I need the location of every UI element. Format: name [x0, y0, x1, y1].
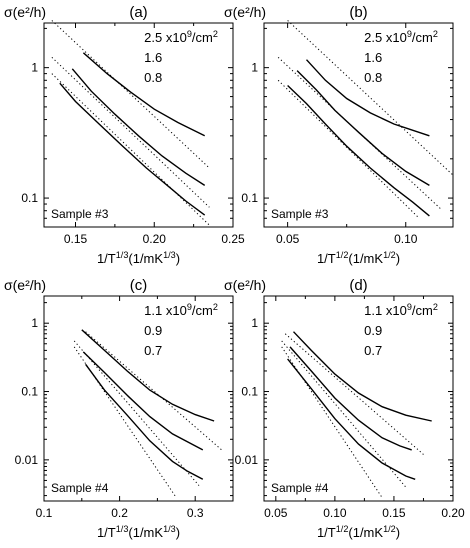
- series-line: [85, 363, 204, 480]
- fit-line: [281, 340, 407, 488]
- fit-line: [277, 79, 418, 218]
- panel-d: 0.05 0.10 0.15 0.20 0.01 0.1 1 σ(e²/h) (d) 1/T1/2…: [224, 277, 465, 540]
- y-tick-label: 1: [251, 316, 258, 330]
- series-line: [296, 70, 430, 187]
- x-axis-label: 1/T1/3(1/mK1/3): [97, 524, 180, 540]
- series-line: [81, 329, 215, 422]
- sample-label: Sample #4: [51, 481, 109, 495]
- panel-label: (d): [349, 277, 367, 294]
- y-tick-label: 0.01: [235, 453, 259, 467]
- x-tick-label: 0.25: [221, 232, 245, 246]
- x-axis-label: 1/T1/2(1/mK1/2): [317, 250, 400, 266]
- y-axis-label: σ(e²/h): [4, 4, 46, 20]
- series-line: [292, 331, 432, 422]
- y-tick-label: 0.01: [15, 453, 39, 467]
- y-tick-label: 0.1: [241, 385, 258, 399]
- legend-entry: 0.8: [144, 70, 162, 85]
- panel-b: 0.05 0.10 0.1 1 σ(e²/h) (b) 1/T1/2(1/mK1/2) 2.5…: [224, 4, 454, 266]
- series-line: [82, 52, 206, 137]
- legend-entry: 1.6: [364, 50, 382, 65]
- sample-label: Sample #4: [271, 481, 329, 495]
- plot-frame: [263, 295, 454, 502]
- panel-a: 0.15 0.20 0.25 0.1 1 σ(e²/h) (a) 1/T1/3(1/mK1/3…: [4, 4, 245, 266]
- panel-label: (a): [129, 4, 147, 21]
- series-line: [287, 84, 430, 217]
- plot-frame: [43, 22, 234, 228]
- x-tick-label: 0.10: [394, 232, 418, 246]
- fit-line: [284, 333, 424, 455]
- x-tick-label: 0.20: [143, 232, 167, 246]
- legend-entry: 1.1 x109/cm2: [364, 302, 438, 318]
- fit-line: [51, 56, 210, 208]
- x-tick-label: 0.05: [264, 506, 288, 520]
- sample-label: Sample #3: [51, 207, 109, 221]
- sample-label: Sample #3: [271, 207, 329, 221]
- legend-entry: 1.6: [144, 50, 162, 65]
- legend-entry: 0.8: [364, 70, 382, 85]
- y-axis-label: σ(e²/h): [224, 277, 266, 293]
- panel-label: (b): [349, 4, 367, 21]
- legend-entry: 0.9: [364, 323, 382, 338]
- fit-line: [51, 73, 210, 226]
- x-axis-label: 1/T1/2(1/mK1/2): [317, 524, 400, 540]
- x-axis-label: 1/T1/3(1/mK1/3): [97, 250, 180, 266]
- series-line: [287, 358, 416, 480]
- y-axis-label: σ(e²/h): [4, 277, 46, 293]
- legend-entry: 2.5 x109/cm2: [144, 29, 218, 45]
- panel-c: 0.1 0.2 0.3 0.01 0.1 1 σ(e²/h) (c) 1/T1/3(1/mK1/…: [4, 277, 234, 540]
- x-tick-label: 0.05: [276, 232, 300, 246]
- x-tick-label: 0.15: [64, 232, 88, 246]
- y-axis-label: σ(e²/h): [224, 4, 266, 20]
- x-tick-label: 0.2: [111, 506, 128, 520]
- fit-line: [73, 340, 200, 486]
- legend-entry: 0.7: [144, 343, 162, 358]
- x-tick-label: 0.15: [382, 506, 406, 520]
- y-tick-label: 0.1: [241, 191, 258, 205]
- legend-entry: 2.5 x109/cm2: [364, 29, 438, 45]
- series-line: [59, 82, 206, 216]
- panel-label: (c): [130, 277, 148, 294]
- plot-frame: [43, 295, 234, 502]
- y-tick-label: 1: [31, 61, 38, 75]
- legend-entry: 0.9: [144, 323, 162, 338]
- series-line: [71, 68, 206, 186]
- legend-entry: 0.7: [364, 343, 382, 358]
- plot-frame: [263, 22, 454, 228]
- y-tick-label: 1: [251, 61, 258, 75]
- y-tick-label: 1: [31, 316, 38, 330]
- series-line: [305, 59, 430, 137]
- series-line: [82, 351, 204, 451]
- y-tick-label: 0.1: [21, 385, 38, 399]
- legend-entry: 1.1 x109/cm2: [144, 302, 218, 318]
- series-line: [289, 346, 412, 451]
- x-tick-label: 0.20: [441, 506, 465, 520]
- x-tick-label: 0.10: [323, 506, 347, 520]
- x-tick-label: 0.1: [36, 506, 53, 520]
- y-tick-label: 0.1: [21, 191, 38, 205]
- x-tick-label: 0.3: [187, 506, 204, 520]
